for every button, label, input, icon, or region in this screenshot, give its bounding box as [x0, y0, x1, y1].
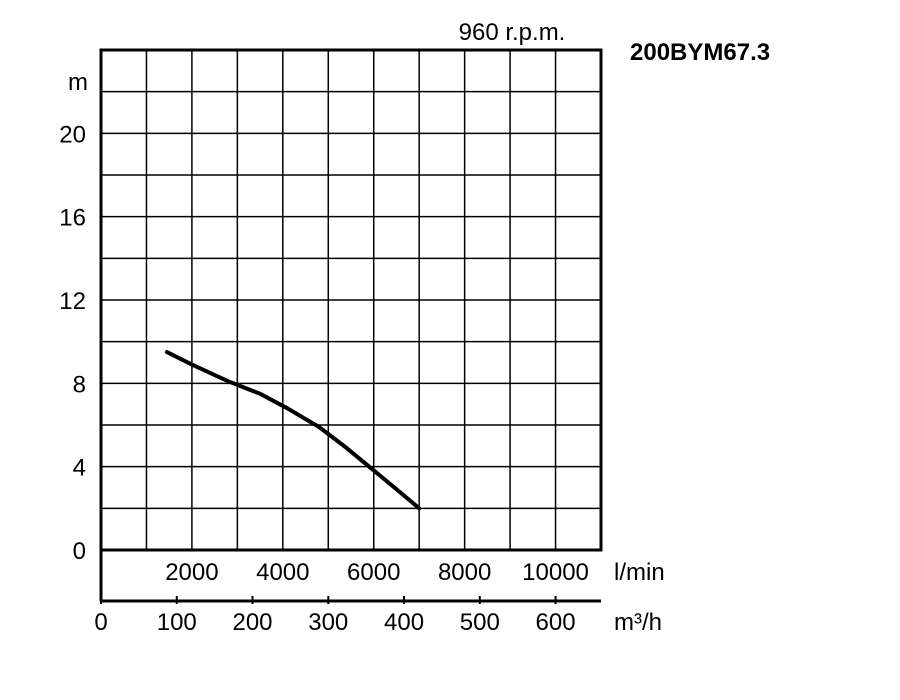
chart-title: 200BYM67.3	[630, 39, 770, 66]
y-tick-label: 0	[73, 538, 86, 565]
grid	[101, 50, 601, 550]
x-tick-label-m3h: 400	[384, 609, 424, 636]
head-flow-curve	[164, 350, 422, 511]
x-tick-label-lmin: 2000	[165, 559, 218, 586]
x-tick-label-lmin: 10000	[522, 559, 589, 586]
x-tick-label-m3h: 300	[308, 609, 348, 636]
y-tick-label: 12	[59, 288, 86, 315]
x-tick-label-m3h: 200	[232, 609, 272, 636]
chart-subtitle: 960 r.p.m.	[459, 19, 566, 46]
x-tick-label-m3h: 100	[157, 609, 197, 636]
y-tick-label: 20	[59, 121, 86, 148]
x-tick-label-lmin: 4000	[256, 559, 309, 586]
tick-labels: 0 4 8 12 16 20 2000 4000 6000 8000 10000 0 100 200 300…	[59, 121, 589, 636]
y-axis-label: m	[68, 69, 88, 96]
plot-border	[99, 48, 603, 552]
x-tick-label-m3h: 0	[94, 609, 107, 636]
y-tick-label: 8	[73, 371, 86, 398]
y-tick-label: 4	[73, 455, 86, 482]
x-unit-m3h: m³/h	[614, 609, 662, 636]
plot-frame	[99, 48, 603, 604]
x-tick-label-m3h: 600	[536, 609, 576, 636]
x-tick-label-lmin: 6000	[347, 559, 400, 586]
x-tick-label-m3h: 500	[460, 609, 500, 636]
x-tick-label-lmin: 8000	[438, 559, 491, 586]
y-tick-label: 16	[59, 205, 86, 232]
curve-layer	[164, 350, 422, 511]
x-unit-lmin: l/min	[614, 559, 665, 586]
